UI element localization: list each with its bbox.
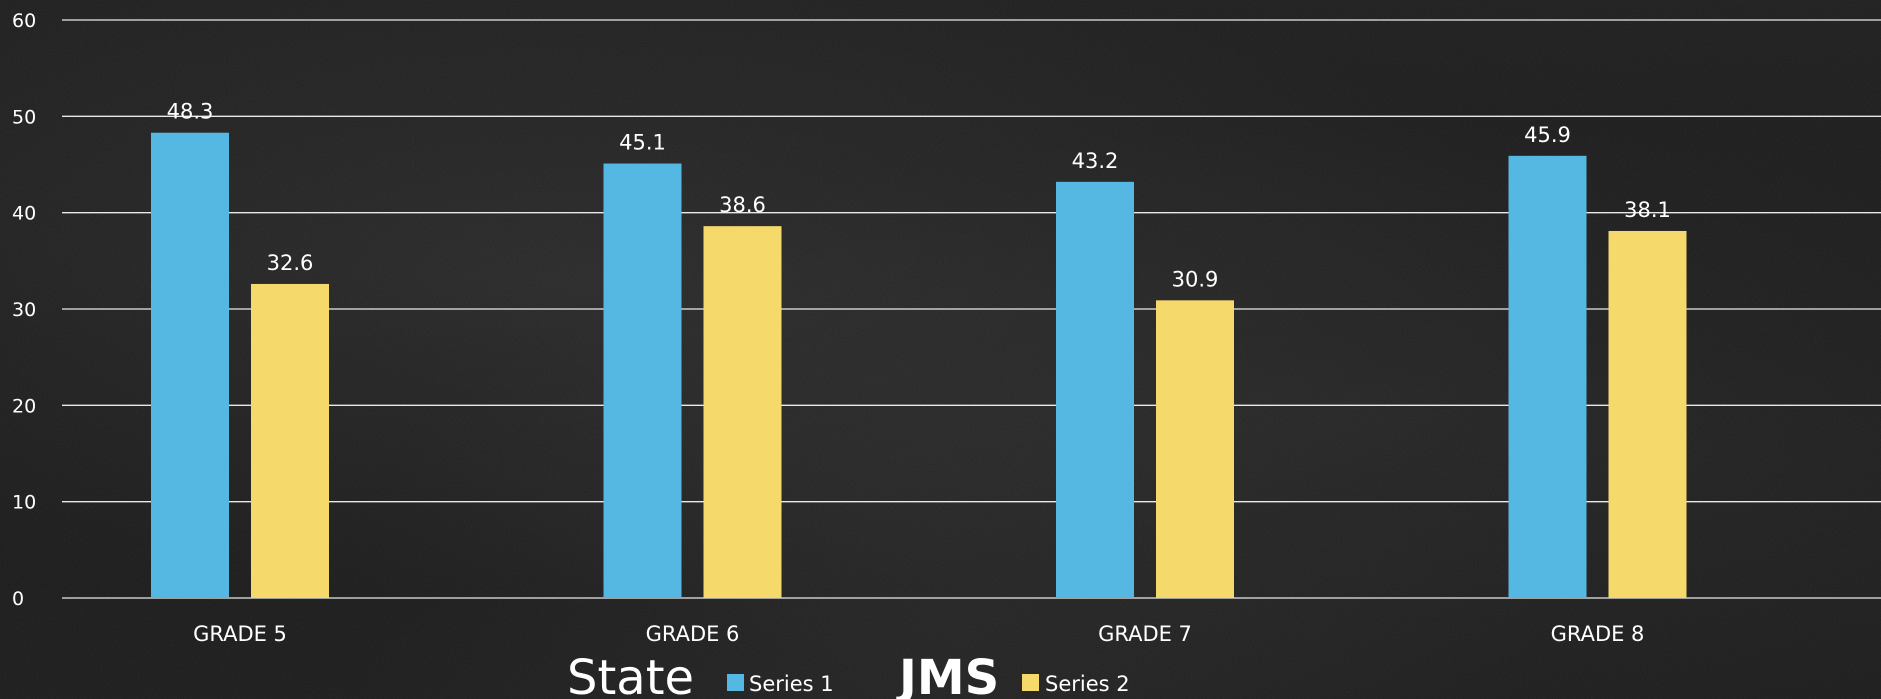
data-label: 30.9: [1172, 267, 1219, 291]
y-tick-label: 40: [12, 203, 36, 225]
data-label: 32.6: [267, 251, 314, 275]
bar-1: [1056, 181, 1134, 598]
category-label: GRADE 6: [646, 622, 740, 646]
gridlines: [62, 19, 1881, 599]
legend-swatch-series-2: [1022, 674, 1039, 691]
data-label: 45.9: [1524, 123, 1571, 147]
y-tick-label: 60: [12, 10, 36, 32]
category-label: GRADE 5: [193, 622, 287, 646]
data-label: 48.3: [167, 100, 214, 124]
y-tick-label: 50: [12, 106, 36, 128]
bar-2: [251, 283, 329, 598]
y-axis-ticks: 0 10 20 30 40 50 60: [12, 10, 36, 610]
legend-caption-jms: JMS: [896, 650, 999, 699]
legend-label-series-2: Series 2: [1045, 672, 1130, 696]
bars: [151, 132, 1687, 599]
legend-label-series-1: Series 1: [749, 672, 834, 696]
data-labels: 48.3 32.6 45.1 38.6 43.2 30.9 45.9 38.1: [167, 100, 1671, 292]
y-tick-label: 0: [12, 588, 24, 610]
category-label: GRADE 7: [1098, 622, 1192, 646]
legend-swatch-series-1: [727, 674, 744, 691]
bar-1: [1508, 155, 1587, 598]
y-tick-label: 10: [12, 492, 36, 514]
bar-1: [151, 132, 229, 598]
x-axis-categories: GRADE 5 GRADE 6 GRADE 7 GRADE 8: [193, 622, 1644, 646]
legend-caption-state: State: [567, 650, 694, 699]
bar-2: [1608, 230, 1687, 598]
data-label: 38.1: [1624, 198, 1671, 222]
legend: State Series 1 JMS Series 2: [567, 650, 1130, 699]
data-label: 43.2: [1072, 149, 1119, 173]
y-tick-label: 20: [12, 395, 36, 417]
bar-2: [703, 226, 782, 599]
bar-1: [603, 163, 682, 598]
bar-2: [1156, 300, 1234, 598]
data-label: 38.6: [719, 193, 766, 217]
category-label: GRADE 8: [1551, 622, 1645, 646]
y-tick-label: 30: [12, 299, 36, 321]
data-label: 45.1: [619, 131, 666, 155]
